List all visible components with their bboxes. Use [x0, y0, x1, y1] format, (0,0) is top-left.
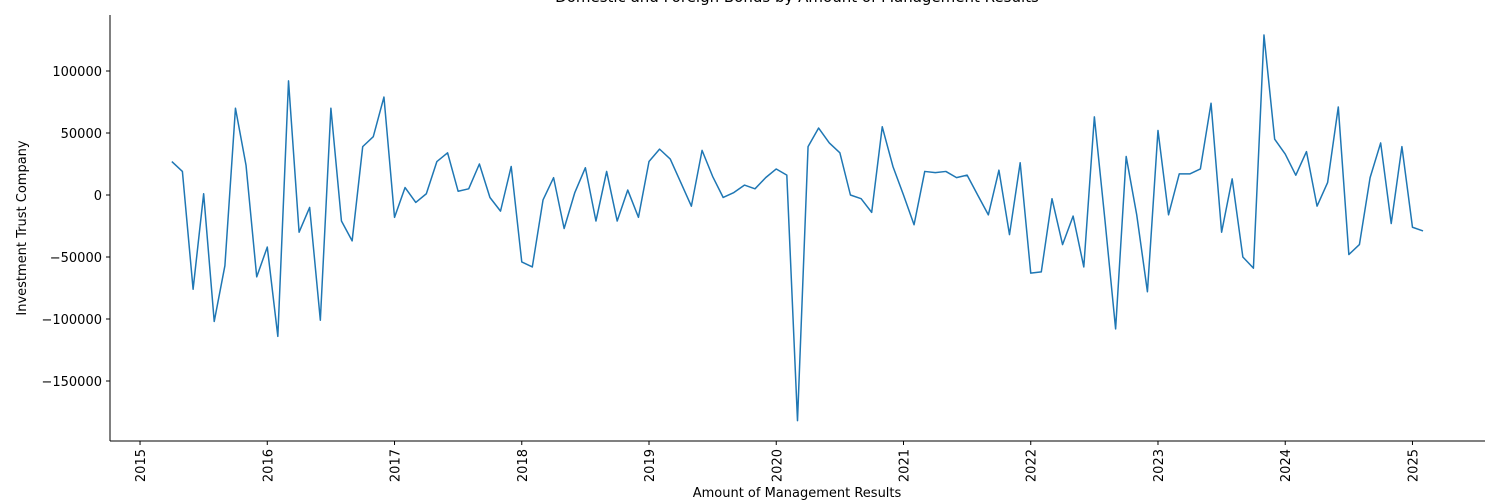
data-line [171, 34, 1424, 422]
x-tick-label: 2020 [770, 449, 785, 482]
x-tick-label: 2015 [134, 449, 149, 482]
y-tick-label: 50000 [61, 127, 102, 142]
x-tick-label: 2016 [261, 449, 276, 482]
y-axis-label: Investment Trust Company [15, 140, 30, 316]
x-tick-label: 2019 [643, 449, 658, 482]
y-tick-label: 0 [94, 189, 102, 204]
x-tick-label: 2021 [897, 449, 912, 482]
y-tick-label: −100000 [41, 313, 102, 328]
x-tick-label: 2022 [1025, 449, 1040, 482]
y-tick-label: 100000 [52, 65, 102, 80]
x-tick-label: 2024 [1279, 449, 1294, 482]
x-tick-label: 2017 [389, 449, 404, 482]
y-tick-label: −150000 [41, 375, 102, 390]
chart-title: Domestic and Foreign Bonds by Amount of … [555, 0, 1039, 6]
x-tick-label: 2025 [1406, 449, 1421, 482]
y-tick-label: −50000 [50, 251, 102, 266]
x-axis-label: Amount of Management Results [693, 486, 902, 500]
x-tick-label: 2018 [516, 449, 531, 482]
x-tick-label: 2023 [1152, 449, 1167, 482]
